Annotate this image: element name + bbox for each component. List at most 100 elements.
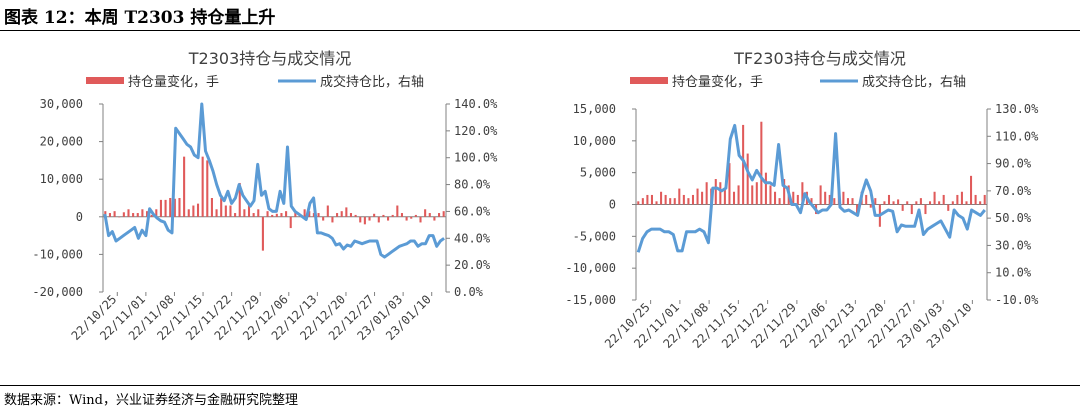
position-change-bar <box>983 194 986 205</box>
right-tick-label: 60.0% <box>454 204 491 218</box>
position-change-bar <box>755 182 758 205</box>
legend-bar-label: 持仓量变化，手 <box>128 74 219 90</box>
position-change-bar <box>869 204 872 208</box>
position-change-bar <box>892 201 895 205</box>
position-change-bar <box>155 209 158 217</box>
position-change-bar <box>650 194 653 205</box>
legend-bar-swatch <box>630 77 668 84</box>
position-change-bar <box>192 205 195 217</box>
position-change-bar <box>271 214 274 217</box>
position-change-bar <box>723 188 726 205</box>
turnover-ratio-line <box>103 102 445 259</box>
position-change-bar <box>252 213 255 217</box>
position-change-bar <box>387 216 390 221</box>
position-change-bar <box>792 191 795 205</box>
turnover-ratio-line <box>636 123 986 253</box>
position-change-bar <box>965 201 968 205</box>
right-tick-label: -10.0% <box>995 293 1039 307</box>
left-tick-label: -15,000 <box>565 293 616 307</box>
position-change-bar <box>906 201 909 205</box>
position-change-bar <box>433 216 436 221</box>
position-change-bar <box>141 209 144 217</box>
position-change-bar <box>312 213 315 217</box>
right-tick-label: 120.0% <box>454 124 498 138</box>
position-change-bar <box>201 156 204 217</box>
position-change-bar <box>132 213 135 217</box>
position-change-bar <box>714 179 717 205</box>
position-change-bar <box>764 172 767 205</box>
position-change-bar <box>933 191 936 205</box>
position-change-bar <box>637 201 640 205</box>
position-change-bar <box>220 198 223 217</box>
position-change-bar <box>915 201 918 205</box>
position-change-bar <box>363 216 366 225</box>
position-change-bar <box>956 194 959 205</box>
position-change-bar <box>960 191 963 205</box>
position-change-bar <box>901 204 904 211</box>
position-change-bar <box>326 205 329 217</box>
position-change-bar <box>842 191 845 205</box>
position-change-bar <box>974 194 977 205</box>
position-change-bar <box>303 209 306 217</box>
position-change-bar <box>979 201 982 205</box>
position-change-bar <box>696 188 699 205</box>
right-tick-label: 70.0% <box>995 184 1032 198</box>
position-change-bar <box>145 211 149 217</box>
position-change-bar <box>701 191 704 205</box>
position-change-bar <box>377 216 380 223</box>
position-change-bar <box>391 214 394 217</box>
figure-title: 图表 12：本周 T2303 持仓量上升 <box>4 8 276 28</box>
position-change-bar <box>846 198 849 205</box>
right-tick-label: 30.0% <box>995 238 1032 252</box>
position-change-bar <box>746 153 749 205</box>
position-change-bar <box>127 209 130 217</box>
position-change-bar <box>691 194 695 205</box>
position-change-bar <box>910 204 913 215</box>
position-change-bar <box>737 185 740 205</box>
position-change-bar <box>664 194 667 205</box>
position-change-bar <box>173 198 176 217</box>
position-change-bar <box>751 185 754 205</box>
position-change-bar <box>424 209 427 217</box>
position-change-bar <box>266 211 269 217</box>
legend-bar-swatch <box>86 77 124 84</box>
position-change-bar <box>178 198 181 217</box>
position-change-bar <box>113 211 116 217</box>
position-change-bar <box>897 199 900 205</box>
position-change-bar <box>678 188 681 205</box>
position-change-bar <box>732 191 736 205</box>
position-change-bar <box>159 199 162 217</box>
position-change-bar <box>414 214 417 217</box>
position-change-bar <box>150 214 153 217</box>
position-change-bar <box>136 213 139 217</box>
position-change-bar <box>215 209 218 217</box>
position-change-bar <box>289 216 292 229</box>
right-tick-label: 80.0% <box>454 178 491 192</box>
position-change-bar <box>322 216 325 221</box>
right-tick-label: 90.0% <box>995 157 1032 171</box>
right-tick-label: 110.0% <box>995 129 1039 143</box>
position-change-bar <box>280 213 283 217</box>
position-change-bar <box>646 194 649 205</box>
position-change-bar <box>234 213 237 217</box>
left-tick-label: -10,000 <box>32 247 83 261</box>
position-change-bar <box>247 205 251 217</box>
position-change-bar <box>187 209 190 217</box>
position-change-bar <box>883 201 886 205</box>
position-change-bar <box>405 216 408 221</box>
position-change-bar <box>196 203 200 217</box>
left-tick-label: -5,000 <box>573 229 616 243</box>
position-change-bar <box>819 185 822 205</box>
chart-title: T2303持仓与成交情况 <box>188 49 352 68</box>
position-change-bar <box>655 201 658 205</box>
position-change-bar <box>938 201 941 205</box>
position-change-bar <box>833 198 836 205</box>
position-change-bar <box>285 211 288 217</box>
position-change-bar <box>354 214 357 217</box>
right-tick-label: 100.0% <box>454 151 498 165</box>
position-change-bar <box>774 191 777 205</box>
right-tick-label: 130.0% <box>995 102 1039 116</box>
position-change-bar <box>104 211 107 217</box>
position-change-bar <box>238 182 241 217</box>
